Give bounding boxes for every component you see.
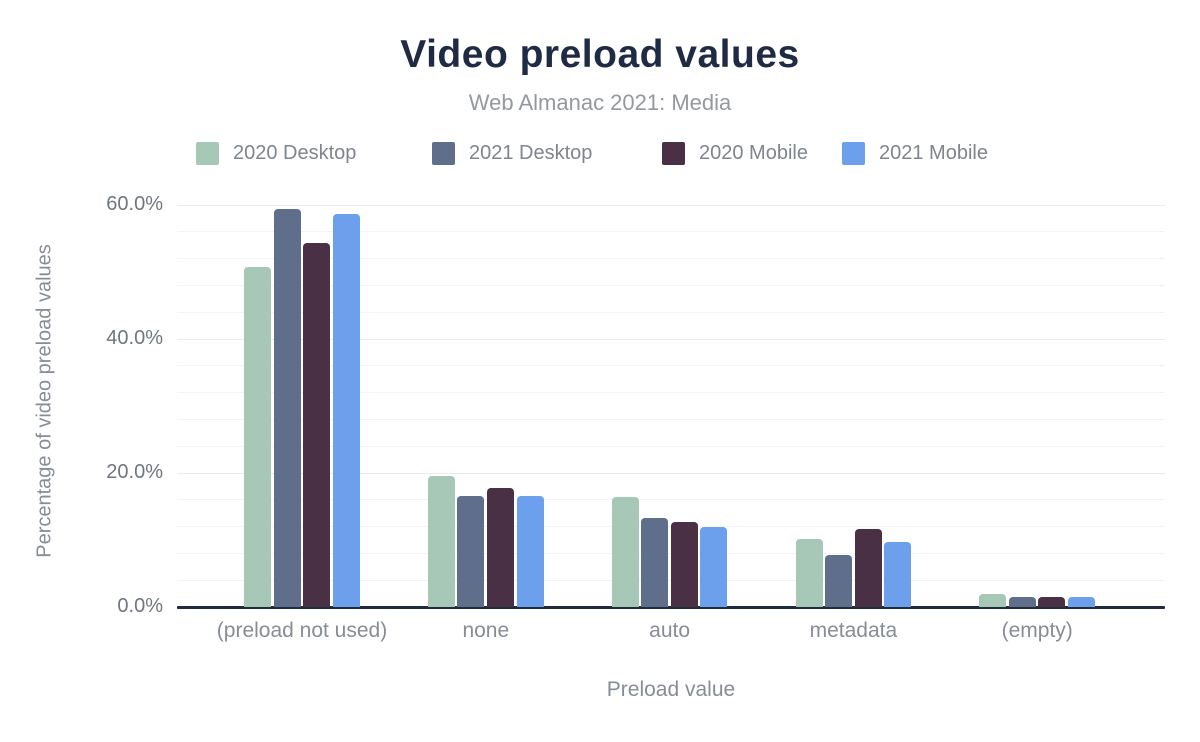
legend-label-2021-mobile: 2021 Mobile bbox=[879, 142, 988, 164]
legend-swatch-icon-2020-desktop bbox=[196, 142, 219, 165]
bar-2021-mobile-none bbox=[516, 495, 544, 607]
x-category-label-preload-not-used: (preload not used) bbox=[216, 619, 388, 642]
bar-2020-mobile-preload-not-used bbox=[303, 243, 331, 607]
legend-label-2020-mobile: 2020 Mobile bbox=[699, 142, 808, 164]
x-axis-line bbox=[177, 606, 1165, 609]
bar-group-empty bbox=[979, 594, 1096, 607]
y-tick-label-20: 20.0% bbox=[106, 461, 163, 483]
bar-group-none bbox=[427, 475, 544, 607]
gridline-major-60 bbox=[177, 204, 1165, 206]
gridline-major-20 bbox=[177, 472, 1165, 474]
x-category-label-none: none bbox=[462, 619, 510, 642]
plot-area bbox=[177, 194, 1165, 609]
bar-2020-mobile-none bbox=[487, 487, 515, 607]
bar-2020-desktop-preload-not-used bbox=[244, 267, 272, 607]
bar-group-auto bbox=[611, 497, 728, 607]
legend-item-2020-mobile: 2020 Mobile bbox=[662, 142, 808, 165]
chart-title: Video preload values bbox=[400, 33, 800, 76]
bar-2020-desktop-auto bbox=[611, 497, 639, 607]
bar-2021-desktop-empty bbox=[1008, 596, 1036, 607]
legend-swatch-icon-2020-mobile bbox=[662, 142, 685, 165]
bar-2020-desktop-metadata bbox=[795, 539, 823, 607]
gridline-minor-56 bbox=[177, 231, 1165, 233]
x-category-label-metadata: metadata bbox=[809, 619, 898, 642]
gridline-minor-44 bbox=[177, 311, 1165, 313]
legend-item-2020-desktop: 2020 Desktop bbox=[196, 142, 356, 165]
x-category-label-empty: (empty) bbox=[1001, 619, 1073, 642]
bar-2021-mobile-metadata bbox=[884, 542, 912, 607]
y-tick-label-40: 40.0% bbox=[106, 327, 163, 349]
bar-2021-mobile-empty bbox=[1068, 596, 1096, 607]
gridline-minor-16 bbox=[177, 499, 1165, 501]
bar-2020-desktop-empty bbox=[979, 594, 1007, 607]
y-tick-label-60: 60.0% bbox=[106, 193, 163, 215]
bar-2021-desktop-none bbox=[457, 495, 485, 607]
gridline-minor-48 bbox=[177, 284, 1165, 286]
gridline-minor-36 bbox=[177, 365, 1165, 367]
gridline-minor-32 bbox=[177, 392, 1165, 394]
bar-2021-desktop-auto bbox=[641, 517, 669, 607]
legend-label-2020-desktop: 2020 Desktop bbox=[233, 142, 357, 164]
y-axis-title: Percentage of video preload values bbox=[33, 244, 56, 558]
x-axis-title: Preload value bbox=[606, 678, 736, 701]
bar-group-metadata bbox=[795, 529, 912, 607]
x-category-label-auto: auto bbox=[649, 619, 691, 642]
bar-2020-mobile-metadata bbox=[854, 529, 882, 607]
legend-item-2021-mobile: 2021 Mobile bbox=[842, 142, 988, 165]
legend-swatch-icon-2021-desktop bbox=[432, 142, 455, 165]
bar-2020-desktop-none bbox=[427, 475, 455, 607]
gridline-minor-52 bbox=[177, 258, 1165, 260]
bar-2020-mobile-empty bbox=[1038, 596, 1066, 607]
legend-label-2021-desktop: 2021 Desktop bbox=[469, 142, 593, 164]
gridline-minor-24 bbox=[177, 445, 1165, 447]
bar-2021-mobile-auto bbox=[700, 527, 728, 607]
bar-2021-mobile-preload-not-used bbox=[332, 213, 360, 607]
bar-2021-desktop-metadata bbox=[825, 554, 853, 607]
bar-2021-desktop-preload-not-used bbox=[273, 209, 301, 607]
chart-subtitle: Web Almanac 2021: Media bbox=[468, 90, 732, 115]
gridline-minor-28 bbox=[177, 418, 1165, 420]
bar-2020-mobile-auto bbox=[670, 521, 698, 607]
gridline-major-40 bbox=[177, 338, 1165, 340]
legend-item-2021-desktop: 2021 Desktop bbox=[432, 142, 592, 165]
bar-group-preload-not-used bbox=[244, 209, 360, 607]
y-tick-label-0: 0.0% bbox=[117, 595, 163, 617]
legend-swatch-icon-2021-mobile bbox=[842, 142, 865, 165]
